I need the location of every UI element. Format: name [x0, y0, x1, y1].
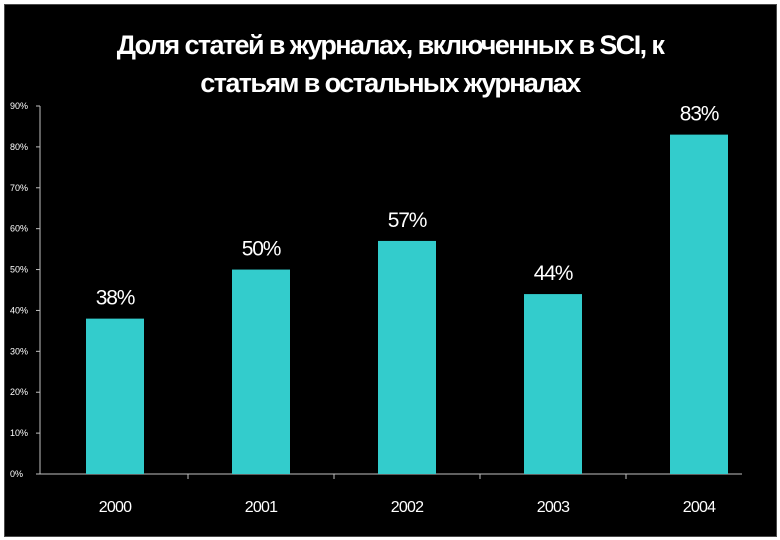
y-tick-label: 80% — [10, 142, 28, 152]
y-tick-label: 90% — [10, 101, 28, 111]
bar-2004 — [670, 134, 728, 474]
y-tick-label: 70% — [10, 183, 28, 193]
bar-2003 — [524, 294, 582, 474]
data-label-2004: 83% — [680, 103, 719, 126]
bar-2000 — [86, 318, 144, 474]
y-tick-label: 40% — [10, 305, 28, 315]
y-tick-label: 10% — [10, 428, 28, 438]
y-tick-label: 50% — [10, 265, 28, 275]
data-label-2003: 44% — [534, 262, 573, 285]
bar-2002 — [378, 240, 436, 474]
chart-title: Доля статей в журналах, включенных в SCI… — [40, 26, 740, 102]
chart-title-line-1: Доля статей в журналах, включенных в SCI… — [116, 30, 665, 60]
chart-title-line-2: статьям в остальных журналах — [200, 68, 581, 98]
x-tick-label-2001: 2001 — [245, 499, 278, 516]
y-tick-label: 0% — [10, 469, 23, 479]
x-tick-label-2004: 2004 — [683, 499, 716, 516]
x-tick-label-2003: 2003 — [537, 499, 570, 516]
x-tick-label-2000: 2000 — [99, 499, 132, 516]
data-label-2002: 57% — [388, 209, 427, 232]
data-label-2001: 50% — [242, 238, 281, 261]
bar-2001 — [232, 269, 290, 474]
x-tick-label-2002: 2002 — [391, 499, 424, 516]
y-tick-label: 30% — [10, 346, 28, 356]
y-tick-label: 20% — [10, 387, 28, 397]
data-label-2000: 38% — [96, 287, 135, 310]
y-tick-label: 60% — [10, 224, 28, 234]
